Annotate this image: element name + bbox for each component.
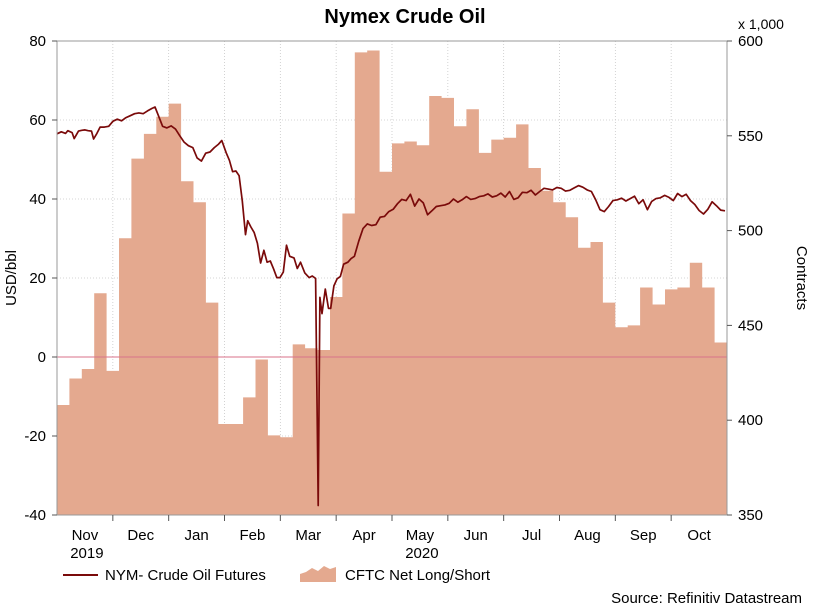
cftc-week-bar <box>69 379 81 516</box>
cftc-week-bar <box>442 98 454 515</box>
cftc-week-bar <box>628 325 640 515</box>
left-tick-label: 40 <box>29 191 46 208</box>
x-year-label: 2020 <box>405 545 438 562</box>
cftc-week-bar <box>566 217 578 515</box>
x-tick-label: Dec <box>127 527 154 544</box>
x-tick-label: Mar <box>295 527 321 544</box>
cftc-week-bar <box>57 405 69 515</box>
cftc-week-bar <box>541 191 553 515</box>
cftc-week-bar <box>94 293 106 515</box>
x-year-label: 2019 <box>70 545 103 562</box>
cftc-week-bar <box>665 289 677 515</box>
cftc-week-bar <box>156 117 168 515</box>
x-tick-label: May <box>406 527 435 544</box>
legend-area-label: CFTC Net Long/Short <box>345 567 491 584</box>
x-tick-label: Feb <box>239 527 265 544</box>
legend-area-swatch <box>300 566 336 582</box>
left-axis: 80 60 40 20 0 -20 -40 <box>24 33 57 524</box>
cftc-week-bar <box>553 202 565 515</box>
cftc-week-bar <box>429 96 441 515</box>
cftc-week-bar <box>342 214 354 516</box>
x-tick-label: Sep <box>630 527 657 544</box>
cftc-week-bar <box>578 248 590 515</box>
left-tick-label: 20 <box>29 270 46 287</box>
right-tick-label: 600 <box>738 33 763 50</box>
cftc-week-bar <box>677 288 689 516</box>
legend: NYM- Crude Oil Futures CFTC Net Long/Sho… <box>63 566 491 584</box>
x-tick-label: Jul <box>522 527 541 544</box>
cftc-week-bar <box>206 303 218 515</box>
cftc-week-bar <box>293 344 305 515</box>
x-tick-label: Nov <box>72 527 99 544</box>
x-tick-label: Oct <box>687 527 711 544</box>
cftc-week-bar <box>454 126 466 515</box>
cftc-area-layer <box>57 50 727 516</box>
cftc-week-bar <box>107 371 119 515</box>
cftc-week-bar <box>268 435 280 515</box>
cftc-week-bar <box>367 51 379 516</box>
cftc-week-bar <box>131 159 143 515</box>
right-tick-label: 450 <box>738 317 763 334</box>
chart-title: Nymex Crude Oil <box>324 6 485 28</box>
cftc-week-bar <box>516 124 528 515</box>
x-tick-label: Jan <box>184 527 208 544</box>
cftc-week-bar <box>181 181 193 515</box>
cftc-week-bar <box>330 297 342 515</box>
cftc-week-bar <box>144 134 156 515</box>
right-tick-label: 350 <box>738 507 763 524</box>
crude-line-layer <box>56 106 726 507</box>
cftc-week-bar <box>82 369 94 515</box>
cftc-area <box>57 50 727 515</box>
cftc-week-bar <box>404 142 416 516</box>
cftc-week-bar <box>603 303 615 515</box>
cftc-week-bar <box>305 348 317 515</box>
right-axis: 600 550 500 450 400 350 <box>727 33 763 524</box>
cftc-week-bar <box>243 397 255 515</box>
cftc-week-bar <box>479 153 491 515</box>
right-axis-multiplier: x 1,000 <box>738 16 784 32</box>
cftc-week-bar <box>256 360 268 516</box>
cftc-week-bar <box>218 424 230 515</box>
cftc-week-bar <box>380 172 392 515</box>
left-axis-label: USD/bbl <box>3 250 20 306</box>
cftc-week-bar <box>355 52 367 515</box>
cftc-week-bar <box>194 202 206 515</box>
crude-oil-line <box>56 106 726 507</box>
left-tick-label: 80 <box>29 33 46 50</box>
right-tick-label: 500 <box>738 223 763 240</box>
x-tick-label: Jun <box>464 527 488 544</box>
x-axis: Nov Dec Jan Feb Mar Apr May Jun Jul Aug Sep Oct 2019… <box>70 515 712 562</box>
cftc-week-bar <box>504 138 516 515</box>
cftc-week-bar <box>231 424 243 515</box>
cftc-week-bar <box>529 168 541 515</box>
cftc-week-bar <box>591 242 603 515</box>
x-tick-label: Apr <box>352 527 375 544</box>
cftc-week-bar <box>702 288 714 516</box>
cftc-week-bar <box>640 288 652 516</box>
cftc-week-bar <box>715 343 727 516</box>
x-tick-label: Aug <box>574 527 601 544</box>
left-tick-label: -20 <box>24 428 46 445</box>
left-tick-label: 60 <box>29 112 46 129</box>
right-tick-label: 400 <box>738 412 763 429</box>
source-note: Source: Refinitiv Datastream <box>611 590 802 607</box>
left-tick-label: 0 <box>38 349 46 366</box>
cftc-week-bar <box>169 104 181 515</box>
cftc-week-bar <box>690 263 702 515</box>
left-tick-label: -40 <box>24 507 46 524</box>
cftc-week-bar <box>615 327 627 515</box>
legend-line-label: NYM- Crude Oil Futures <box>105 567 266 584</box>
right-tick-label: 550 <box>738 128 763 145</box>
cftc-week-bar <box>280 437 292 515</box>
cftc-week-bar <box>466 109 478 515</box>
cftc-week-bar <box>119 238 131 515</box>
cftc-week-bar <box>653 305 665 516</box>
right-axis-label: Contracts <box>793 246 810 310</box>
